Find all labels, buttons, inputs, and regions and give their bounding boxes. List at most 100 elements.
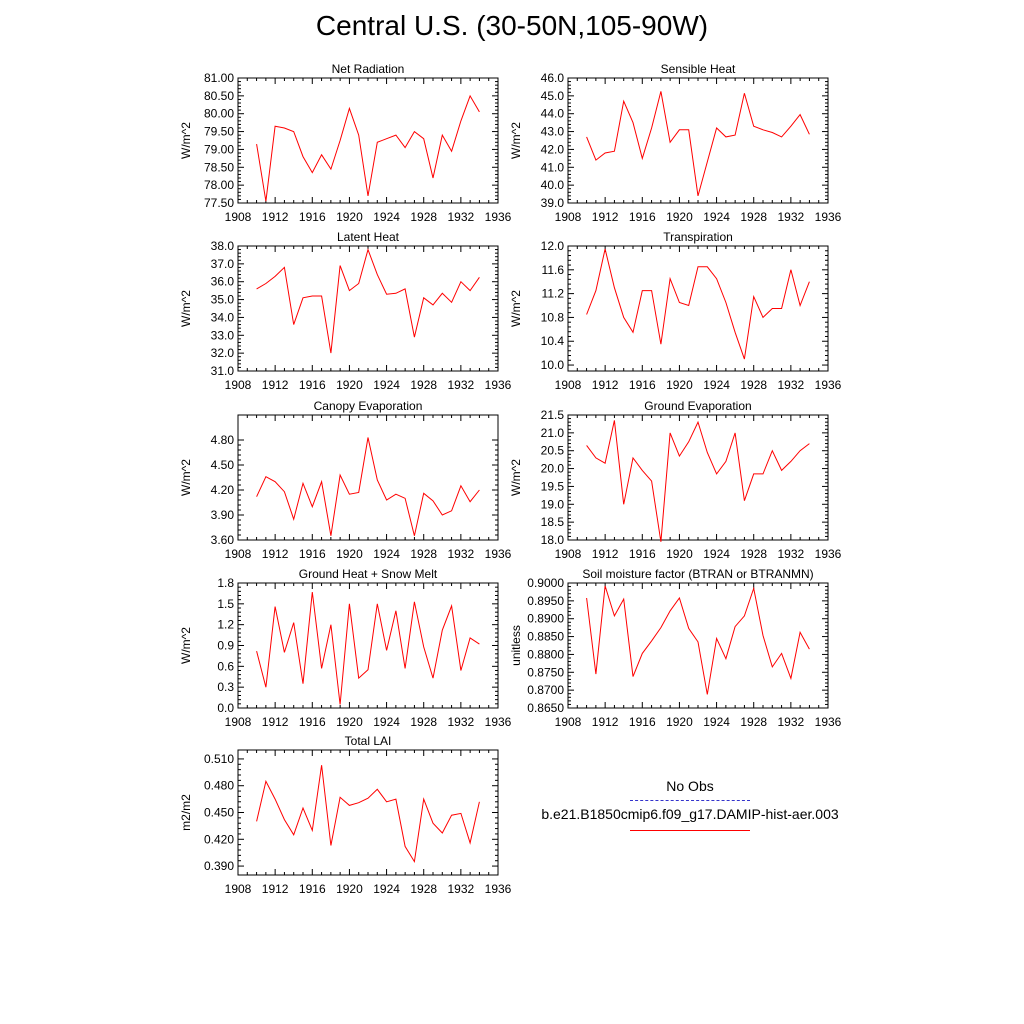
plot-frame bbox=[237, 582, 499, 709]
x-tick-label: 1932 bbox=[448, 210, 475, 224]
plot-frame bbox=[567, 77, 829, 204]
y-axis-label: W/m^2 bbox=[179, 627, 193, 664]
panel-title: Sensible Heat bbox=[661, 62, 736, 76]
y-tick-label: 34.0 bbox=[211, 310, 235, 324]
x-tick-label: 1920 bbox=[666, 378, 693, 392]
x-tick-label: 1912 bbox=[592, 547, 619, 561]
x-tick-label: 1924 bbox=[373, 547, 400, 561]
plot-frame bbox=[237, 245, 499, 372]
panel-title: Ground Evaporation bbox=[644, 399, 751, 413]
x-tick-label: 1928 bbox=[410, 882, 437, 896]
x-tick-label: 1908 bbox=[555, 547, 582, 561]
x-tick-label: 1908 bbox=[225, 547, 252, 561]
x-tick-label: 1908 bbox=[225, 715, 252, 729]
panel-title: Canopy Evaporation bbox=[314, 399, 423, 413]
y-tick-label: 19.5 bbox=[541, 479, 565, 493]
panel-0: Net Radiation W/m^2 77.50 78.00 78.50 79.00 79… bbox=[179, 62, 512, 224]
y-tick-label: 81.00 bbox=[204, 71, 234, 85]
y-tick-label: 44.0 bbox=[541, 107, 565, 121]
series-line bbox=[256, 765, 480, 864]
x-tick-label: 1932 bbox=[778, 378, 805, 392]
series-line bbox=[256, 591, 480, 705]
y-tick-label: 0.9 bbox=[217, 639, 234, 653]
panel-title: Net Radiation bbox=[332, 62, 405, 76]
y-tick-label: 43.0 bbox=[541, 125, 565, 139]
y-tick-label: 80.50 bbox=[204, 89, 234, 103]
x-tick-label: 1920 bbox=[336, 210, 363, 224]
x-tick-label: 1912 bbox=[262, 547, 289, 561]
y-tick-label: 0.0 bbox=[217, 701, 234, 715]
x-tick-label: 1908 bbox=[225, 882, 252, 896]
y-tick-label: 1.5 bbox=[217, 597, 234, 611]
y-tick-label: 0.8850 bbox=[527, 630, 564, 644]
y-axis-label: W/m^2 bbox=[509, 290, 523, 327]
legend-case-line bbox=[630, 830, 750, 831]
legend-case-label: b.e21.B1850cmip6.f09_g17.DAMIP-hist-aer.… bbox=[541, 806, 839, 822]
y-tick-label: 41.0 bbox=[541, 160, 565, 174]
x-tick-label: 1936 bbox=[815, 547, 842, 561]
x-tick-label: 1916 bbox=[299, 547, 326, 561]
y-tick-label: 0.390 bbox=[204, 859, 234, 873]
x-tick-label: 1932 bbox=[448, 378, 475, 392]
y-tick-label: 0.8950 bbox=[527, 594, 564, 608]
x-tick-label: 1920 bbox=[336, 547, 363, 561]
x-tick-label: 1928 bbox=[410, 210, 437, 224]
x-tick-label: 1916 bbox=[629, 715, 656, 729]
y-tick-label: 0.3 bbox=[217, 680, 234, 694]
y-tick-label: 11.2 bbox=[542, 287, 565, 301]
y-tick-label: 19.0 bbox=[541, 497, 565, 511]
x-tick-label: 1912 bbox=[262, 378, 289, 392]
x-tick-label: 1920 bbox=[666, 715, 693, 729]
y-tick-label: 0.480 bbox=[204, 779, 234, 793]
x-tick-label: 1912 bbox=[592, 210, 619, 224]
x-tick-label: 1920 bbox=[666, 210, 693, 224]
x-tick-label: 1928 bbox=[740, 378, 767, 392]
y-tick-label: 10.0 bbox=[541, 358, 565, 372]
y-tick-label: 79.00 bbox=[204, 142, 234, 156]
y-tick-label: 1.8 bbox=[217, 576, 234, 590]
y-tick-label: 0.8800 bbox=[527, 647, 564, 661]
x-tick-label: 1912 bbox=[262, 882, 289, 896]
panel-title: Soil moisture factor (BTRAN or BTRANMN) bbox=[582, 567, 813, 581]
x-tick-label: 1908 bbox=[555, 378, 582, 392]
page-title: Central U.S. (30-50N,105-90W) bbox=[315, 10, 709, 41]
panel-1: Sensible Heat W/m^2 39.0 40.0 41.0 42.0 43.0 44… bbox=[509, 62, 842, 224]
x-tick-label: 1928 bbox=[740, 715, 767, 729]
y-tick-label: 20.5 bbox=[541, 444, 565, 458]
y-tick-label: 45.0 bbox=[541, 89, 565, 103]
x-tick-label: 1908 bbox=[555, 715, 582, 729]
x-tick-label: 1924 bbox=[373, 715, 400, 729]
x-tick-label: 1936 bbox=[815, 378, 842, 392]
panel-4: Canopy Evaporation W/m^2 3.60 3.90 4.20 4.50 4… bbox=[179, 399, 512, 561]
plot-frame bbox=[567, 245, 829, 372]
x-tick-label: 1912 bbox=[592, 715, 619, 729]
x-tick-label: 1908 bbox=[555, 210, 582, 224]
y-tick-label: 33.0 bbox=[211, 328, 235, 342]
x-tick-label: 1924 bbox=[703, 715, 730, 729]
x-tick-label: 1936 bbox=[815, 210, 842, 224]
x-tick-label: 1920 bbox=[336, 378, 363, 392]
x-tick-label: 1912 bbox=[262, 715, 289, 729]
y-tick-label: 32.0 bbox=[211, 346, 235, 360]
series-line bbox=[256, 247, 480, 354]
x-tick-label: 1920 bbox=[336, 715, 363, 729]
x-tick-label: 1936 bbox=[485, 378, 512, 392]
x-tick-label: 1932 bbox=[778, 715, 805, 729]
y-tick-label: 4.80 bbox=[211, 433, 235, 447]
y-tick-label: 4.20 bbox=[211, 483, 235, 497]
x-tick-label: 1920 bbox=[336, 882, 363, 896]
y-tick-label: 4.50 bbox=[211, 458, 235, 472]
x-tick-label: 1924 bbox=[703, 210, 730, 224]
series-line bbox=[586, 585, 810, 695]
panel-2: Latent Heat W/m^2 31.0 32.0 33.0 34.0 35.0 36.0… bbox=[179, 230, 512, 392]
x-tick-label: 1908 bbox=[225, 210, 252, 224]
x-tick-label: 1924 bbox=[703, 378, 730, 392]
y-tick-label: 40.0 bbox=[541, 178, 565, 192]
y-tick-label: 37.0 bbox=[211, 257, 235, 271]
x-tick-label: 1936 bbox=[485, 210, 512, 224]
y-tick-label: 80.00 bbox=[204, 107, 234, 121]
panel-title: Ground Heat + Snow Melt bbox=[299, 567, 438, 581]
y-tick-label: 3.90 bbox=[211, 508, 235, 522]
y-axis-label: m2/m2 bbox=[179, 794, 193, 831]
x-tick-label: 1928 bbox=[740, 547, 767, 561]
